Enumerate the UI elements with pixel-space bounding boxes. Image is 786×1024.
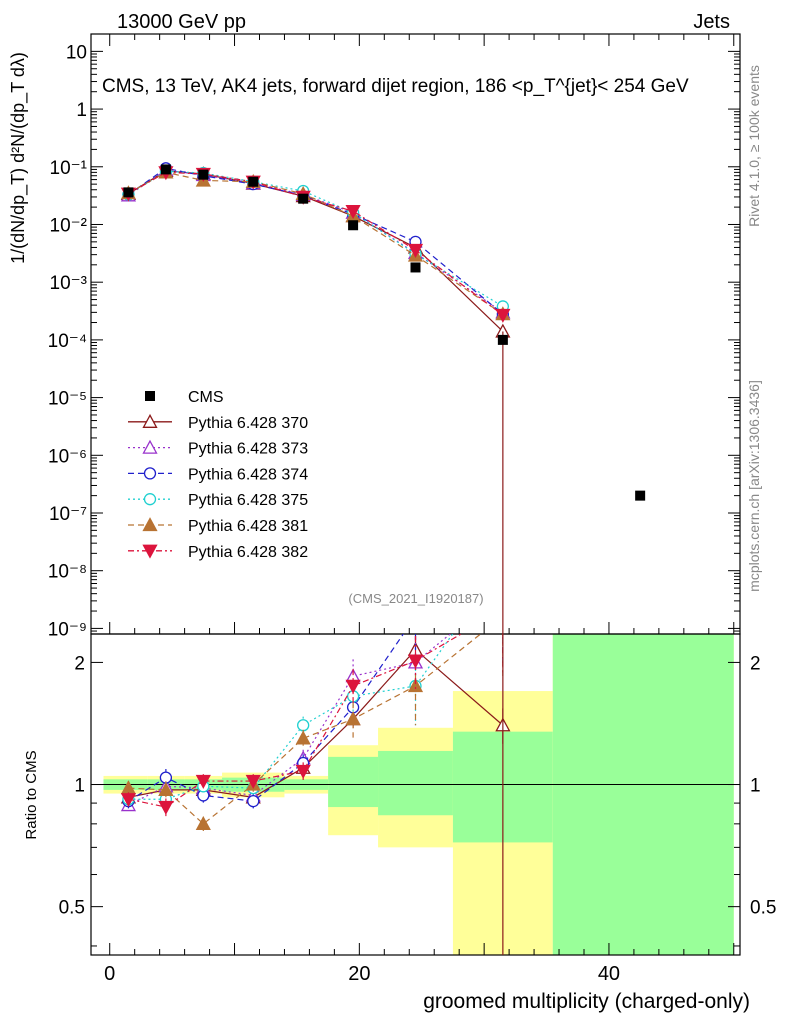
y-tick-label-ratio-right: 0.5 xyxy=(750,898,776,919)
y-tick-label-top: 10⁻² xyxy=(50,215,88,236)
x-axis-label: groomed multiplicity (charged-only) xyxy=(423,990,750,1013)
series-point-ratio xyxy=(158,800,174,815)
y-axis-label-ratio: Ratio to CMS xyxy=(23,750,40,839)
series-point-ratio xyxy=(295,764,311,779)
series-point-ratio xyxy=(195,774,211,789)
series-0 xyxy=(120,162,511,804)
series-point-ratio xyxy=(247,794,260,808)
series-line-top xyxy=(128,171,504,315)
legend-marker xyxy=(142,439,158,454)
y-tick-label-top: 10⁻³ xyxy=(50,273,88,294)
series-ratio-group xyxy=(120,634,504,817)
y-tick-label-top: 10 xyxy=(66,42,87,63)
y-tick-label-top: 10⁻⁷ xyxy=(49,504,87,525)
series-point-ratio xyxy=(410,611,421,622)
y-tick-label-ratio-right: 2 xyxy=(750,653,761,674)
y-tick-label-top: 10⁻⁸ xyxy=(48,562,87,583)
cms-data-point xyxy=(123,187,134,198)
cms-data-point xyxy=(410,262,421,273)
y-tick-label-top: 10⁻¹ xyxy=(50,158,88,179)
legend-marker xyxy=(143,467,157,480)
legend-label: Pythia 6.428 375 xyxy=(188,492,308,509)
analysis-tag: (CMS_2021_I1920187) xyxy=(348,591,483,606)
y-axis-label-top: 1/(dN/dp_T) d²N/(dp_T dλ) xyxy=(8,52,29,264)
cms-data-point xyxy=(635,490,646,501)
ratio-plot-frame xyxy=(90,633,741,956)
cms-data-point xyxy=(298,193,309,204)
series-point-top xyxy=(407,243,424,258)
series-point-ratio xyxy=(407,678,424,693)
series-point-ratio xyxy=(245,774,261,789)
series-point-ratio xyxy=(407,654,424,669)
green-band-6 xyxy=(378,750,453,816)
cms-data-point xyxy=(160,164,171,175)
mcplots-note: mcplots.cern.ch [arXiv:1306.3436] xyxy=(746,380,762,592)
y-tick-label-top: 10⁻⁵ xyxy=(48,389,87,410)
y-tick-label-ratio: 0.5 xyxy=(59,898,85,919)
series-point-ratio xyxy=(158,782,174,797)
category-label: Jets xyxy=(693,11,730,33)
series-point-ratio xyxy=(295,730,311,745)
green-band-5 xyxy=(328,756,379,808)
x-tick-label: 40 xyxy=(598,963,620,985)
series-line-top xyxy=(128,170,504,332)
chart-title: CMS, 13 TeV, AK4 jets, forward dijet reg… xyxy=(102,76,689,97)
legend-marker xyxy=(142,517,158,532)
series-layer xyxy=(120,162,646,955)
x-tick-label: 20 xyxy=(348,963,370,985)
y-tick-label-top: 1 xyxy=(76,100,87,121)
legend-label-cms: CMS xyxy=(188,389,224,406)
series-line-ratio xyxy=(128,648,504,798)
legend-label: Pythia 6.428 381 xyxy=(188,518,308,535)
series-point-ratio xyxy=(195,815,211,830)
x-tick-label: 0 xyxy=(104,963,115,985)
legend-marker xyxy=(142,413,158,428)
series-1 xyxy=(120,162,511,813)
series-point-ratio xyxy=(345,679,361,694)
cms-data xyxy=(123,164,646,501)
legend-label: Pythia 6.428 382 xyxy=(188,544,308,561)
cms-data-point xyxy=(348,220,359,231)
series-point-ratio xyxy=(120,793,137,808)
cms-data-point xyxy=(248,176,259,187)
legend-label: Pythia 6.428 370 xyxy=(188,415,308,432)
series-point-ratio xyxy=(297,719,310,732)
series-point-top xyxy=(345,205,361,220)
series-line-top xyxy=(128,167,504,315)
series-line-top xyxy=(128,171,504,316)
series-point-top xyxy=(495,308,511,323)
legend-marker-cms xyxy=(145,391,155,401)
rivet-note: Rivet 4.1.0, ≥ 100k events xyxy=(746,65,762,227)
y-tick-label-ratio: 1 xyxy=(74,776,85,797)
y-tick-label-top: 10⁻⁹ xyxy=(48,619,87,640)
y-tick-label-ratio: 2 xyxy=(74,653,85,674)
legend-marker xyxy=(143,493,157,506)
axis-ticks: 0 20 40 10 1 10⁻¹ 10⁻² 10⁻³ 10⁻⁴ 10⁻⁵ 10⁻⁶ 10⁻⁷ 10⁻⁸… xyxy=(48,34,776,985)
series-point-ratio xyxy=(345,711,361,726)
series-3 xyxy=(122,165,510,809)
cms-data-point xyxy=(198,169,209,180)
legend-label: Pythia 6.428 373 xyxy=(188,441,308,458)
legend: CMS Pythia 6.428 370 Pythia 6.428 373 Pythi… xyxy=(128,389,308,561)
legend-label: Pythia 6.428 374 xyxy=(188,466,308,483)
series-line-top xyxy=(128,170,504,307)
y-tick-label-top: 10⁻⁴ xyxy=(48,331,87,352)
y-tick-label-top: 10⁻⁶ xyxy=(48,446,87,467)
green-band-8 xyxy=(552,634,734,955)
legend-marker xyxy=(142,544,158,559)
cms-data-point xyxy=(497,334,508,345)
series-line-top xyxy=(128,169,504,313)
y-tick-label-ratio-right: 1 xyxy=(750,776,761,797)
series-line-ratio xyxy=(128,634,405,802)
series-2 xyxy=(122,162,510,809)
beam-label: 13000 GeV pp xyxy=(117,11,246,33)
